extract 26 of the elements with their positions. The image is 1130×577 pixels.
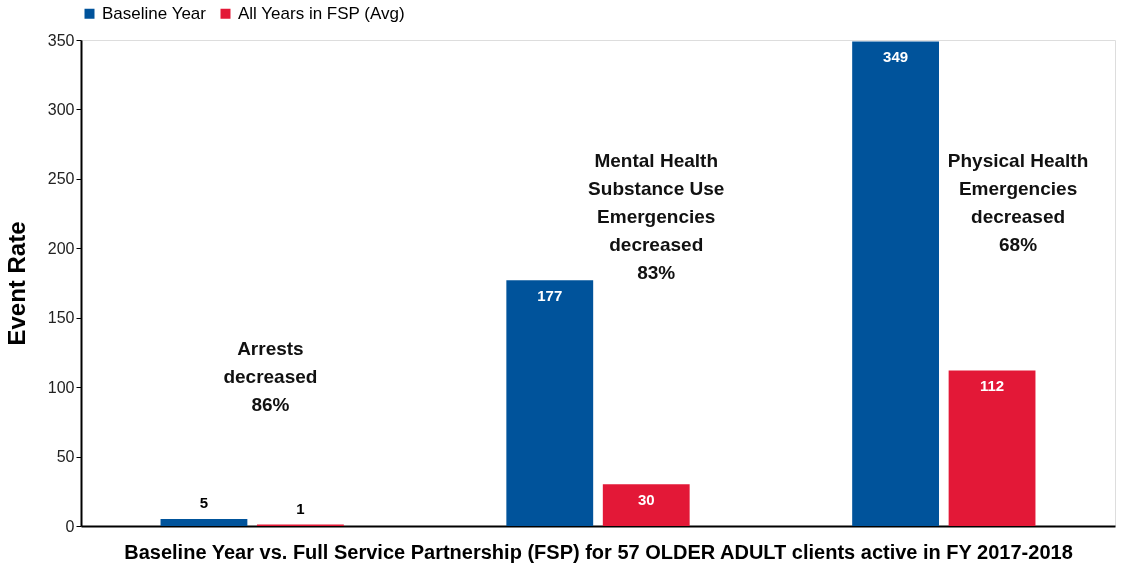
legend-label: Baseline Year — [102, 3, 207, 23]
data-label: 5 — [199, 494, 209, 512]
data-label: 177 — [537, 287, 563, 305]
data-label: 112 — [979, 377, 1005, 395]
y-tick-label: 350 — [47, 31, 75, 49]
y-tick-label: 300 — [47, 100, 75, 118]
bar — [852, 41, 939, 526]
y-tick-label: 250 — [47, 170, 75, 188]
y-tick-label: 50 — [56, 448, 75, 466]
y-tick-label: 150 — [47, 309, 75, 327]
bar — [948, 370, 1036, 526]
annotation: Physical Health Emergencies decreased 68% — [947, 150, 1089, 255]
data-label: 349 — [883, 48, 909, 66]
legend-label: All Years in FSP (Avg) — [238, 3, 405, 23]
y-tick-label: 100 — [47, 378, 75, 396]
bar — [602, 484, 690, 526]
data-label: 1 — [296, 499, 305, 517]
annotation: Mental Health Substance Use Emergencies decreased 83% — [588, 150, 725, 283]
annotation: Arrests decreased 86% — [223, 338, 318, 415]
bar — [160, 519, 248, 526]
y-axis-title: Event Rate — [2, 221, 30, 346]
y-tick-label: 0 — [65, 517, 75, 535]
x-axis-title: Baseline Year vs. Full Service Partnership (FSP) for 57 OLDER ADULT clients active in FY 2017-2018 — [124, 540, 1073, 563]
y-tick-label: 200 — [47, 239, 75, 257]
data-label: 30 — [637, 491, 655, 509]
bar — [506, 280, 594, 526]
